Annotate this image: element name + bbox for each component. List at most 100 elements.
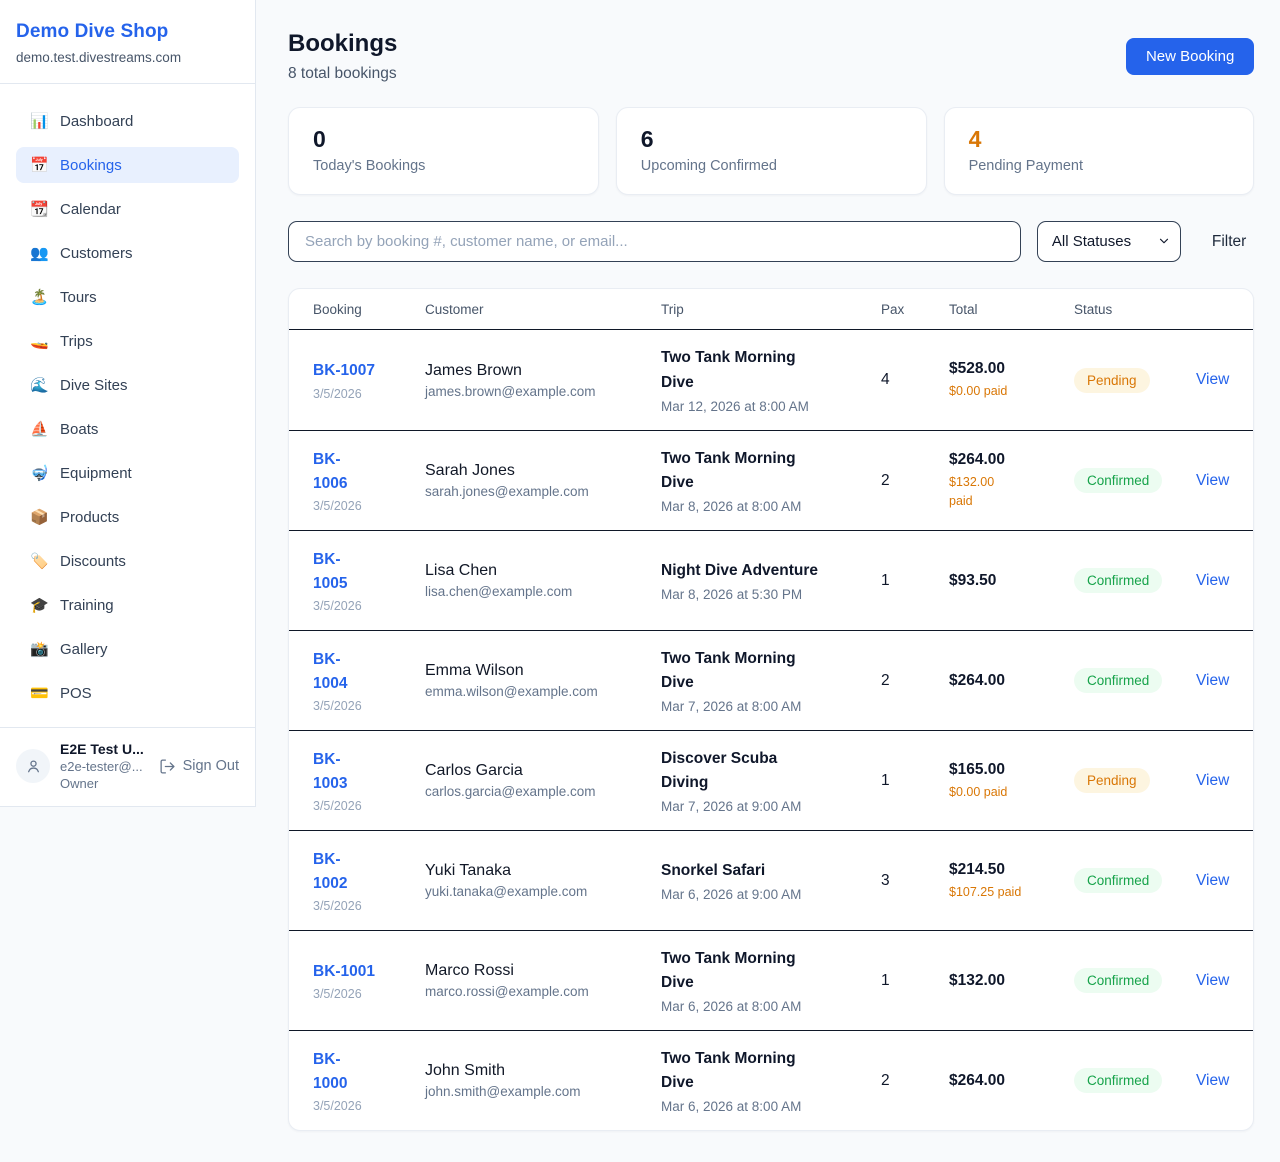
sidebar-item-discounts[interactable]: 🏷️ Discounts — [16, 543, 239, 579]
booking-date: 3/5/2026 — [313, 499, 362, 514]
trip-cell: Two Tank Morning Dive Mar 12, 2026 at 8:… — [661, 346, 881, 413]
col-header-booking: Booking — [313, 301, 362, 317]
avatar — [16, 749, 50, 783]
sidebar-item-pos[interactable]: 💳 POS — [16, 675, 239, 711]
trip-cell: Two Tank Morning Dive Mar 6, 2026 at 8:0… — [661, 947, 881, 1014]
search-input[interactable] — [288, 221, 1021, 262]
booking-id-link[interactable]: BK- 1006 — [313, 451, 348, 493]
dashboard-chart-icon: 📊 — [30, 112, 49, 130]
sidebar-item-trips[interactable]: 🚤 Trips — [16, 323, 239, 359]
boats-sailboat-icon: ⛵ — [30, 420, 49, 438]
stat-value: 6 — [640, 126, 654, 152]
nav-item-label: Boats — [60, 420, 99, 438]
booking-id-link[interactable]: BK- 1003 — [313, 751, 348, 793]
table-row: BK- 1000 3/5/2026 John Smith john.smith@… — [289, 1030, 1254, 1130]
customer-cell: Yuki Tanaka yuki.tanaka@example.com — [425, 862, 661, 899]
user-role: Owner — [60, 776, 99, 791]
col-header-status: Status — [1074, 301, 1113, 317]
nav-item-label: Dashboard — [60, 112, 134, 130]
equipment-dive-mask-icon: 🤿 — [30, 464, 49, 482]
view-link[interactable]: View — [1196, 1071, 1230, 1089]
trip-time: Mar 12, 2026 at 8:00 AM — [661, 398, 809, 414]
filter-row: All Statuses Filter — [288, 221, 1254, 262]
sidebar-item-training[interactable]: 🎓 Training — [16, 587, 239, 623]
sidebar-header: Demo Dive Shop demo.test.divestreams.com — [0, 0, 255, 84]
total-cell: $132.00 — [949, 972, 1074, 990]
sidebar-item-boats[interactable]: ⛵ Boats — [16, 411, 239, 447]
booking-cell: BK- 1006 3/5/2026 — [313, 448, 425, 513]
pax-value: 3 — [881, 871, 890, 889]
sidebar-item-products[interactable]: 📦 Products — [16, 499, 239, 535]
total-cell: $264.00 $132.00 paid — [949, 451, 1074, 509]
status-badge: Pending — [1074, 367, 1150, 393]
trip-cell: Two Tank Morning Dive Mar 7, 2026 at 8:0… — [661, 647, 881, 714]
status-select-wrap: All Statuses — [1036, 221, 1181, 262]
trip-cell: Two Tank Morning Dive Mar 8, 2026 at 8:0… — [661, 447, 881, 514]
booking-cell: BK- 1002 3/5/2026 — [313, 848, 425, 913]
table-row: BK- 1005 3/5/2026 Lisa Chen lisa.chen@ex… — [289, 530, 1254, 630]
pax-value: 4 — [881, 371, 890, 388]
customer-email: carlos.garcia@example.com — [425, 784, 596, 800]
trip-name: Two Tank Morning Dive — [661, 950, 796, 992]
pos-credit-card-icon: 💳 — [30, 684, 49, 702]
pax-value: 1 — [881, 971, 890, 989]
view-link[interactable]: View — [1196, 471, 1230, 489]
user-name: E2E Test U... — [60, 741, 144, 757]
stat-label: Today's Bookings — [313, 158, 426, 174]
customer-email: marco.rossi@example.com — [425, 984, 589, 1000]
booking-id-link[interactable]: BK- 1000 — [313, 1051, 348, 1093]
status-badge: Confirmed — [1074, 868, 1163, 894]
booking-id-link[interactable]: BK- 1005 — [313, 551, 348, 593]
sidebar-item-tours[interactable]: 🏝️ Tours — [16, 279, 239, 315]
nav-item-label: Gallery — [60, 640, 108, 658]
nav-item-label: Discounts — [60, 552, 126, 570]
customer-name: James Brown — [425, 361, 522, 379]
view-link[interactable]: View — [1196, 871, 1230, 889]
status-filter-select[interactable]: All Statuses — [1036, 221, 1181, 262]
sidebar-item-gallery[interactable]: 📸 Gallery — [16, 631, 239, 667]
sign-out-button[interactable]: Sign Out — [159, 758, 239, 775]
trip-time: Mar 6, 2026 at 8:00 AM — [661, 999, 802, 1015]
filter-button[interactable]: Filter — [1211, 232, 1247, 250]
booking-id-link[interactable]: BK- 1002 — [313, 851, 348, 893]
sidebar-item-dive-sites[interactable]: 🌊 Dive Sites — [16, 367, 239, 403]
pax-value: 2 — [881, 471, 890, 489]
trip-time: Mar 8, 2026 at 5:30 PM — [661, 587, 803, 603]
trip-time: Mar 7, 2026 at 9:00 AM — [661, 799, 802, 815]
stat-upcoming-confirmed: 6 Upcoming Confirmed — [615, 107, 927, 195]
sidebar-item-dashboard[interactable]: 📊 Dashboard — [16, 103, 239, 139]
booking-id-link[interactable]: BK-1007 — [313, 362, 376, 380]
stat-value: 4 — [968, 126, 982, 152]
status-cell: Confirmed — [1074, 568, 1196, 594]
sidebar-item-customers[interactable]: 👥 Customers — [16, 235, 239, 271]
total-amount: $132.00 — [949, 971, 1006, 989]
trip-name: Two Tank Morning Dive — [661, 650, 796, 692]
new-booking-button[interactable]: New Booking — [1125, 38, 1255, 75]
total-paid: $0.00 paid — [949, 784, 1008, 799]
products-package-icon: 📦 — [30, 508, 49, 526]
nav-item-label: Training — [60, 596, 114, 614]
col-header-total: Total — [949, 301, 978, 317]
col-header-customer: Customer — [425, 301, 484, 317]
trip-cell: Snorkel Safari Mar 6, 2026 at 9:00 AM — [661, 859, 881, 902]
table-row: BK-1001 3/5/2026 Marco Rossi marco.rossi… — [289, 930, 1254, 1030]
total-paid: $132.00 paid — [949, 475, 995, 508]
customer-name: John Smith — [425, 1062, 506, 1080]
nav-item-label: Calendar — [60, 200, 121, 218]
trip-time: Mar 6, 2026 at 8:00 AM — [661, 1099, 802, 1115]
sidebar-item-equipment[interactable]: 🤿 Equipment — [16, 455, 239, 491]
sidebar-item-calendar[interactable]: 📆 Calendar — [16, 191, 239, 227]
booking-cell: BK-1001 3/5/2026 — [313, 960, 425, 1001]
booking-id-link[interactable]: BK- 1004 — [313, 651, 348, 693]
view-link[interactable]: View — [1196, 571, 1230, 589]
view-link[interactable]: View — [1196, 771, 1230, 789]
booking-id-link[interactable]: BK-1001 — [313, 963, 376, 981]
booking-cell: BK- 1005 3/5/2026 — [313, 548, 425, 613]
view-link[interactable]: View — [1196, 971, 1230, 989]
view-link[interactable]: View — [1196, 671, 1230, 689]
page-title: Bookings — [288, 30, 398, 57]
sidebar-item-bookings[interactable]: 📅 Bookings — [16, 147, 239, 183]
status-cell: Confirmed — [1074, 468, 1196, 494]
view-link[interactable]: View — [1196, 371, 1230, 388]
user-info: E2E Test U... e2e-tester@... Owner — [60, 740, 149, 792]
